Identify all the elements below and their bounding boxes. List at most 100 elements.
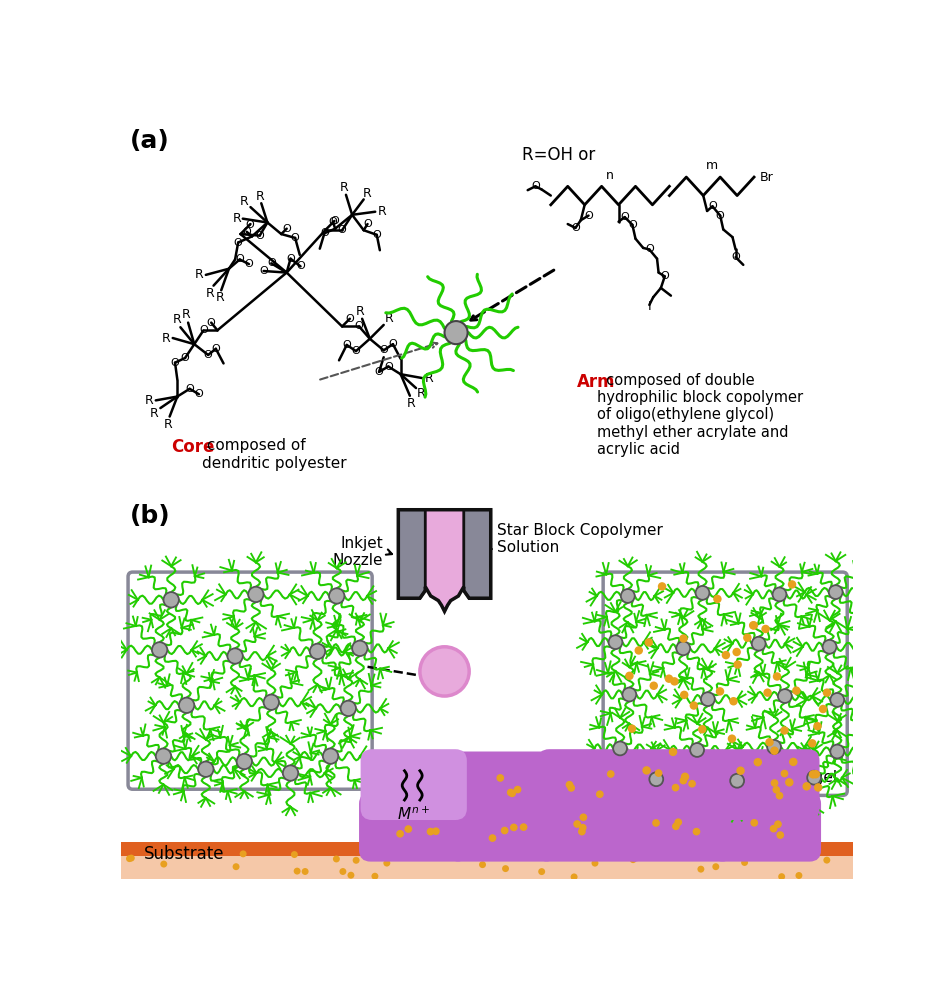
Text: R: R — [378, 206, 387, 218]
Circle shape — [680, 691, 689, 700]
Circle shape — [291, 851, 298, 858]
Circle shape — [695, 586, 710, 600]
Circle shape — [775, 791, 784, 799]
Circle shape — [722, 651, 731, 659]
Text: R: R — [163, 418, 173, 431]
Circle shape — [811, 770, 820, 779]
Circle shape — [741, 859, 748, 865]
Circle shape — [384, 860, 390, 866]
Text: Inkjet
Nozzle: Inkjet Nozzle — [332, 535, 383, 568]
Text: $M^{n+}$: $M^{n+}$ — [397, 805, 430, 823]
Text: O: O — [291, 233, 299, 243]
Polygon shape — [464, 510, 491, 599]
Circle shape — [697, 865, 704, 872]
Circle shape — [770, 825, 777, 833]
Circle shape — [814, 783, 823, 791]
Circle shape — [770, 780, 778, 786]
Circle shape — [396, 830, 404, 838]
Circle shape — [690, 743, 704, 757]
Circle shape — [679, 777, 687, 784]
Circle shape — [237, 754, 252, 770]
Circle shape — [732, 648, 741, 656]
Text: O: O — [715, 210, 725, 220]
Text: O: O — [234, 237, 242, 248]
Circle shape — [263, 695, 279, 710]
Text: O: O — [660, 272, 669, 282]
Circle shape — [679, 634, 688, 643]
Text: O: O — [200, 325, 208, 335]
Circle shape — [628, 724, 636, 733]
Circle shape — [479, 862, 486, 868]
Circle shape — [803, 782, 811, 790]
Text: R: R — [340, 182, 349, 195]
Text: O: O — [584, 210, 593, 220]
Circle shape — [302, 868, 309, 875]
Circle shape — [539, 868, 545, 875]
Circle shape — [830, 745, 845, 759]
Text: O: O — [185, 383, 194, 394]
Text: R: R — [195, 269, 203, 282]
Text: O: O — [320, 228, 329, 238]
Polygon shape — [398, 510, 426, 599]
Circle shape — [650, 773, 663, 786]
Circle shape — [294, 867, 300, 874]
Circle shape — [698, 725, 707, 733]
Text: O: O — [628, 219, 636, 230]
Circle shape — [701, 693, 714, 706]
Circle shape — [248, 587, 263, 602]
Circle shape — [690, 701, 698, 709]
Circle shape — [497, 775, 504, 782]
Circle shape — [808, 771, 821, 784]
Text: composed of
dendritic polyester: composed of dendritic polyester — [202, 438, 347, 470]
Circle shape — [778, 873, 785, 880]
FancyBboxPatch shape — [624, 792, 733, 862]
Circle shape — [630, 857, 636, 864]
Circle shape — [508, 789, 516, 797]
Circle shape — [625, 672, 634, 680]
Circle shape — [792, 687, 801, 695]
Circle shape — [128, 855, 135, 862]
Circle shape — [510, 824, 518, 831]
Text: O: O — [212, 344, 220, 354]
Circle shape — [352, 857, 360, 864]
Circle shape — [770, 747, 779, 755]
Circle shape — [502, 865, 509, 872]
Circle shape — [405, 825, 412, 833]
FancyBboxPatch shape — [603, 572, 847, 795]
Circle shape — [743, 633, 751, 642]
Circle shape — [507, 788, 515, 796]
Text: O: O — [708, 202, 717, 211]
Circle shape — [772, 672, 781, 681]
Text: Star Block Copolymer
Solution: Star Block Copolymer Solution — [497, 523, 663, 555]
Text: R: R — [144, 394, 153, 407]
Circle shape — [669, 748, 677, 756]
Circle shape — [688, 780, 696, 787]
Circle shape — [823, 640, 836, 654]
Circle shape — [239, 851, 247, 858]
Text: O: O — [372, 230, 381, 240]
Circle shape — [789, 758, 798, 766]
Text: R: R — [256, 190, 264, 203]
Text: O: O — [256, 230, 264, 241]
Circle shape — [199, 762, 214, 777]
Circle shape — [339, 868, 347, 875]
Circle shape — [750, 819, 758, 827]
Circle shape — [652, 819, 660, 827]
Circle shape — [635, 646, 643, 655]
Text: O: O — [236, 255, 244, 265]
FancyBboxPatch shape — [121, 846, 853, 883]
Text: O: O — [363, 219, 371, 229]
Circle shape — [728, 734, 736, 743]
Text: O: O — [203, 350, 213, 360]
FancyBboxPatch shape — [361, 749, 466, 820]
Circle shape — [670, 677, 678, 686]
Circle shape — [348, 871, 354, 878]
Text: O: O — [259, 266, 268, 276]
FancyBboxPatch shape — [449, 752, 556, 822]
Circle shape — [828, 585, 843, 599]
Circle shape — [445, 321, 467, 344]
Circle shape — [655, 770, 662, 777]
Circle shape — [179, 698, 194, 713]
Circle shape — [681, 773, 690, 781]
Circle shape — [676, 641, 690, 655]
